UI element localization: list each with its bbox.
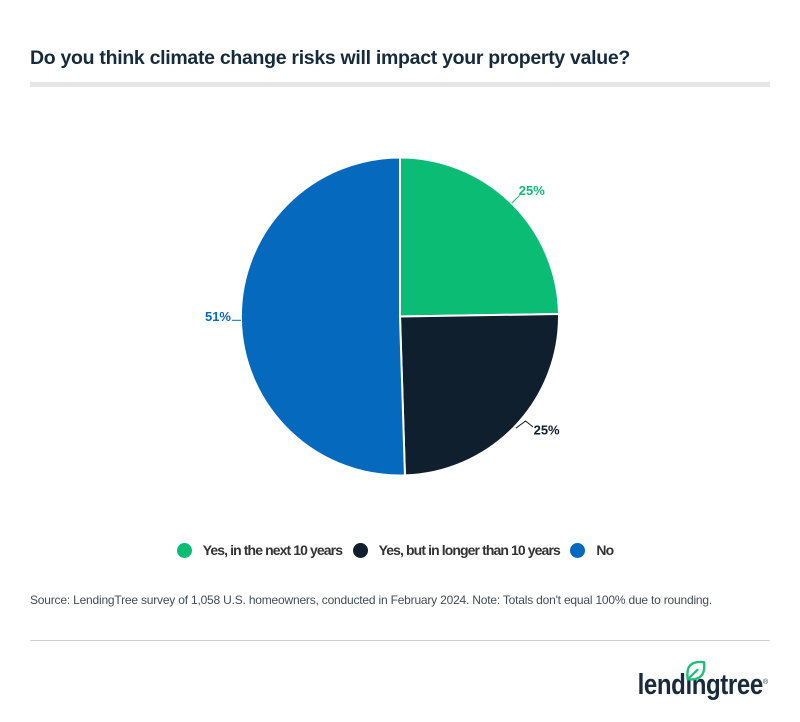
svg-text:25%: 25%: [534, 422, 560, 437]
svg-text:51%: 51%: [205, 309, 231, 324]
svg-text:25%: 25%: [519, 183, 545, 198]
